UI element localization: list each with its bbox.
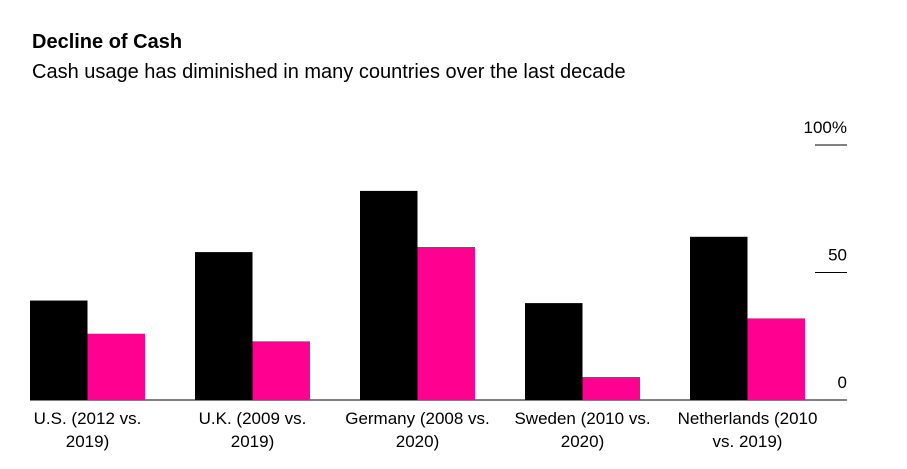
bar [690, 236, 748, 400]
x-tick-label: U.K. (2009 vs. 2019) [198, 409, 307, 451]
x-tick-label: Netherlands (2010 vs. 2019) [677, 409, 818, 451]
bar [30, 300, 88, 400]
y-tick-label: 50 [828, 246, 847, 265]
bar [252, 341, 310, 400]
chart-title: Decline of Cash [32, 31, 182, 53]
x-tick-label: Germany (2008 vs. 2020) [345, 409, 490, 451]
bar [747, 318, 805, 400]
bar [195, 252, 253, 400]
y-tick-label: 100% [804, 118, 847, 137]
bar [582, 377, 640, 400]
x-tick-label: U.S. (2012 vs. 2019) [33, 409, 142, 451]
bar [417, 247, 475, 400]
bar [87, 333, 145, 400]
bar [360, 190, 418, 400]
y-tick-label: 0 [838, 373, 847, 392]
chart-subtitle: Cash usage has diminished in many countr… [32, 61, 626, 83]
x-tick-label: Sweden (2010 vs. 2020) [514, 409, 651, 451]
bar [525, 303, 583, 400]
